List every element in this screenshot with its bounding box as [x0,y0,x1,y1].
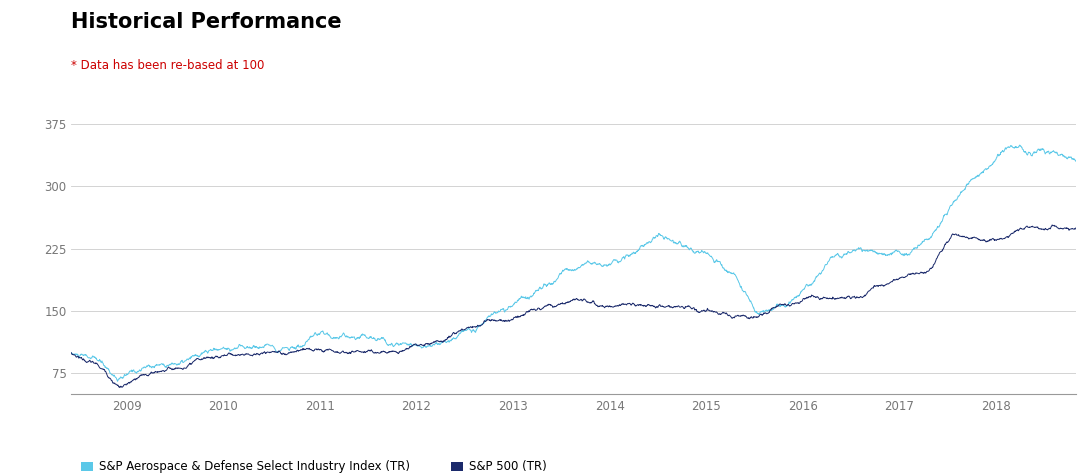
Text: * Data has been re-based at 100: * Data has been re-based at 100 [71,59,264,72]
Legend: S&P Aerospace & Defense Select Industry Index (TR), S&P 500 (TR): S&P Aerospace & Defense Select Industry … [76,456,551,475]
Text: Historical Performance: Historical Performance [71,12,341,32]
